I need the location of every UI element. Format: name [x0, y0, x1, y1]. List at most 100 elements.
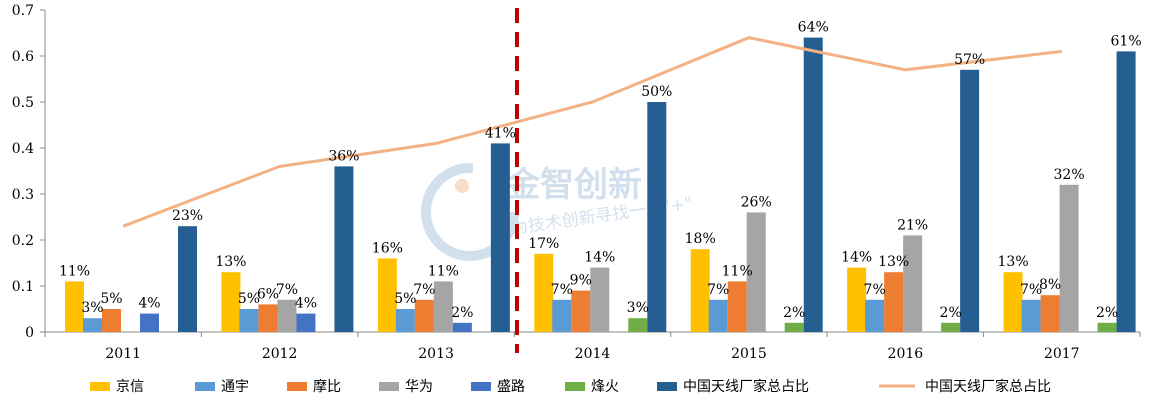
bar — [784, 322, 804, 332]
data-label: 6% — [257, 286, 279, 302]
bar — [941, 322, 961, 332]
bar — [395, 309, 415, 332]
legend-swatch — [287, 382, 307, 391]
data-label: 11% — [722, 263, 753, 279]
data-label: 13% — [878, 254, 909, 270]
data-label: 4% — [295, 296, 317, 312]
bar — [239, 309, 259, 332]
bar — [1003, 272, 1023, 332]
legend-label: 中国天线厂家总占比 — [683, 378, 809, 395]
legend-label: 中国天线厂家总占比 — [925, 378, 1051, 395]
data-label: 5% — [394, 291, 416, 307]
bar — [746, 212, 766, 332]
data-label: 11% — [59, 263, 90, 279]
bar — [277, 299, 297, 332]
y-tick-label: 0.3 — [12, 187, 34, 203]
data-label: 2% — [451, 305, 473, 321]
data-label: 17% — [528, 236, 559, 252]
data-label: 57% — [954, 52, 985, 68]
legend-swatch — [195, 382, 215, 391]
legend-swatch — [657, 382, 677, 391]
y-tick-label: 0.5 — [12, 95, 34, 111]
bar — [960, 69, 980, 333]
legend-swatch — [565, 382, 585, 391]
data-label: 3% — [627, 300, 649, 316]
bar — [628, 318, 648, 332]
y-tick-label: 0.6 — [12, 49, 34, 65]
bar — [647, 102, 667, 332]
watermark-title: 金智创新 — [505, 165, 642, 205]
bar — [590, 267, 610, 332]
x-tick-label: 2016 — [888, 346, 924, 362]
data-label: 16% — [372, 240, 403, 256]
data-labels: 11%13%16% 17% 18%14% 13%3%5% 5%7% 7% 7% 7%5% 6% 7… — [59, 20, 1142, 321]
data-label: 7% — [551, 282, 573, 298]
bar — [690, 249, 710, 332]
x-tick-label: 2017 — [1044, 346, 1080, 362]
data-label: 14% — [841, 250, 872, 266]
legend: 京信 通宇 摩比 华为 盛路 烽火 中国天线厂家总占比 中国天线厂家总占比 — [90, 378, 1051, 395]
data-label: 50% — [641, 84, 672, 100]
bar — [1097, 322, 1117, 332]
bar — [552, 299, 572, 332]
data-label: 9% — [570, 273, 592, 289]
legend-swatch — [90, 382, 110, 391]
bar — [708, 299, 728, 332]
y-tick-label: 0 — [25, 325, 34, 341]
y-tick-label: 0.7 — [12, 3, 34, 19]
data-label: 14% — [584, 250, 615, 266]
bar — [221, 272, 241, 332]
bar — [571, 290, 591, 332]
bar — [490, 143, 510, 332]
bar — [140, 313, 159, 332]
data-label: 2% — [783, 305, 805, 321]
bar — [102, 309, 121, 332]
data-label: 21% — [897, 217, 928, 233]
legend-label: 盛路 — [497, 379, 525, 395]
data-label: 5% — [100, 291, 122, 307]
line-series — [122, 36, 1062, 228]
data-label: 7% — [1020, 282, 1042, 298]
data-label: 13% — [998, 254, 1029, 270]
data-label: 3% — [81, 300, 103, 316]
bar — [727, 281, 747, 332]
data-label: 7% — [413, 282, 435, 298]
data-label: 61% — [1111, 33, 1142, 49]
total-share-line — [122, 36, 1062, 228]
data-label: 11% — [428, 263, 459, 279]
bar — [1116, 51, 1136, 333]
watermark-logo-icon — [421, 163, 519, 261]
data-label: 26% — [741, 194, 772, 210]
x-tick-label: 2014 — [575, 346, 611, 362]
bar — [534, 253, 554, 332]
y-tick-label: 0.1 — [12, 279, 34, 295]
data-label: 2% — [1096, 305, 1118, 321]
data-label: 36% — [328, 148, 359, 164]
x-tick-label: 2012 — [262, 346, 298, 362]
bar — [903, 235, 923, 332]
bar — [83, 318, 102, 332]
legend-label: 华为 — [405, 379, 433, 395]
data-label: 64% — [798, 20, 829, 36]
data-label: 18% — [685, 231, 716, 247]
bar — [452, 322, 472, 332]
watermark-logo-dot-icon — [455, 179, 469, 193]
legend-swatch — [471, 382, 491, 391]
bar — [296, 313, 316, 332]
data-label: 7% — [276, 282, 298, 298]
bar — [847, 267, 867, 332]
x-tick-label: 2013 — [418, 346, 454, 362]
data-label: 13% — [215, 254, 246, 270]
bar — [884, 272, 904, 332]
bar — [258, 304, 278, 332]
bar — [65, 281, 84, 332]
legend-swatch — [379, 382, 399, 391]
data-label: 23% — [172, 208, 203, 224]
legend-label: 京信 — [116, 379, 144, 395]
data-label: 2% — [940, 305, 962, 321]
bar-series — [65, 37, 1136, 333]
data-label: 41% — [485, 125, 516, 141]
y-tick-label: 0.4 — [12, 141, 34, 157]
bar — [178, 226, 197, 332]
